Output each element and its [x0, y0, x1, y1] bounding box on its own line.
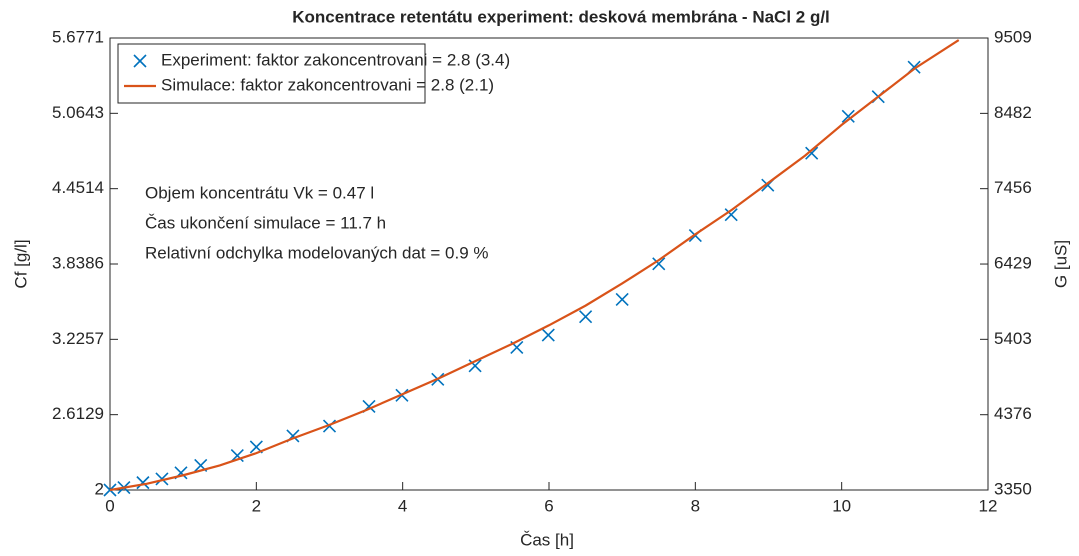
- y2-tick-label: 6429: [994, 254, 1032, 273]
- x-tick-label: 4: [398, 496, 407, 515]
- y2-tick-label: 9509: [994, 27, 1032, 46]
- y-axis-label: Cf [g/l]: [11, 239, 30, 288]
- x-tick-label: 12: [979, 496, 998, 515]
- y2-tick-label: 7456: [994, 178, 1032, 197]
- data-point: [841, 109, 855, 123]
- annotation: Čas ukončení simulace = 11.7 h: [145, 213, 386, 232]
- y-tick-label: 5.0643: [52, 103, 104, 122]
- series-line: [109, 39, 960, 492]
- data-point: [615, 292, 629, 307]
- y2-tick-label: 8482: [994, 103, 1032, 122]
- data-point: [724, 208, 738, 222]
- marker-stroke: [155, 472, 169, 486]
- marker-stroke: [541, 328, 555, 342]
- legend-symbol: [133, 54, 147, 68]
- marker-stroke: [652, 257, 666, 271]
- plot-frame: [109, 37, 989, 491]
- legend-label: Experiment: faktor zakoncentrovani = 2.8…: [161, 50, 510, 69]
- legend-box: [117, 43, 426, 104]
- marker-stroke: [133, 54, 147, 68]
- x-tick-label: 8: [691, 496, 700, 515]
- y2-tick-label: 4376: [994, 404, 1032, 423]
- annotation: Objem koncentrátu Vk = 0.47 l: [145, 183, 374, 202]
- marker-stroke: [194, 458, 208, 472]
- data-point: [579, 310, 593, 324]
- x-tick-label: 0: [105, 496, 114, 515]
- x-tick-label: 2: [252, 496, 261, 515]
- y2-tick-label: 5403: [994, 329, 1032, 348]
- chart-title: Koncentrace retentátu experiment: deskov…: [292, 7, 830, 26]
- x-tick-label: 10: [832, 496, 851, 515]
- data-point: [136, 476, 150, 490]
- y-tick-label: 5.6771: [52, 27, 104, 46]
- marker-stroke: [805, 146, 819, 160]
- annotation: Relativní odchylka modelovaných dat = 0.…: [145, 243, 489, 262]
- marker-stroke: [579, 310, 593, 324]
- y2-axis-label: G [uS]: [1051, 240, 1070, 288]
- y2-tick-label: 3350: [994, 479, 1032, 498]
- data-point: [468, 359, 482, 373]
- y-tick-label: 3.8386: [52, 253, 104, 272]
- data-point: [652, 257, 666, 271]
- legend-label: Simulace: faktor zakoncentrovani = 2.8 (…: [161, 75, 494, 94]
- marker-stroke: [841, 109, 855, 123]
- x-axis-label: Čas [h]: [520, 530, 574, 549]
- marker-stroke: [468, 359, 482, 373]
- data-point: [805, 146, 819, 160]
- x-tick-label: 6: [544, 496, 553, 515]
- marker-stroke: [230, 449, 244, 463]
- marker-stroke: [510, 340, 524, 354]
- data-point: [230, 449, 244, 463]
- marker-stroke: [249, 440, 263, 454]
- y-tick-label: 3.2257: [52, 329, 104, 348]
- marker-stroke: [136, 476, 150, 490]
- y-tick-label: 4.4514: [52, 178, 104, 197]
- marker-stroke: [615, 292, 629, 307]
- marker-stroke: [724, 208, 738, 222]
- data-point: [155, 472, 169, 486]
- y-tick-label: 2.6129: [52, 404, 104, 423]
- y-tick-label: 2: [95, 479, 104, 498]
- data-point: [541, 328, 555, 342]
